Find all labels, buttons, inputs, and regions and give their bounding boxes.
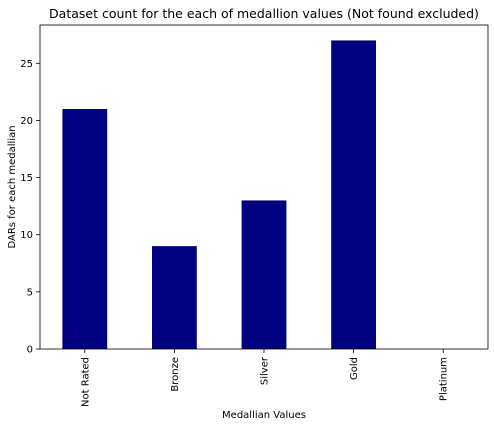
- y-tick-label: 15: [20, 173, 33, 184]
- y-tick-label: 20: [20, 116, 33, 127]
- bar-not-rated: [62, 109, 108, 349]
- x-tick-label: Silver: [260, 356, 271, 385]
- x-axis-label: Medallian Values: [222, 410, 306, 421]
- chart-title: Dataset count for the each of medallion …: [49, 6, 479, 21]
- bar-gold: [331, 40, 376, 350]
- y-tick-label: 5: [27, 287, 33, 298]
- y-tick-label: 10: [20, 230, 33, 241]
- bar-bronze: [152, 246, 197, 349]
- x-tick-label: Bronze: [170, 357, 181, 392]
- y-tick-label: 25: [20, 59, 33, 70]
- x-tick-label: Not Rated: [80, 357, 91, 407]
- x-tick-label: Platinum: [439, 357, 450, 401]
- bar-silver: [241, 200, 287, 349]
- y-tick-label: 0: [27, 345, 33, 356]
- plot-area: 0 5 10 15 20 25 Not Rated Bronze Silver Gold Plati…: [20, 24, 489, 407]
- y-axis-label: DARs for each medallian: [7, 125, 18, 248]
- x-tick-label: Gold: [349, 357, 360, 380]
